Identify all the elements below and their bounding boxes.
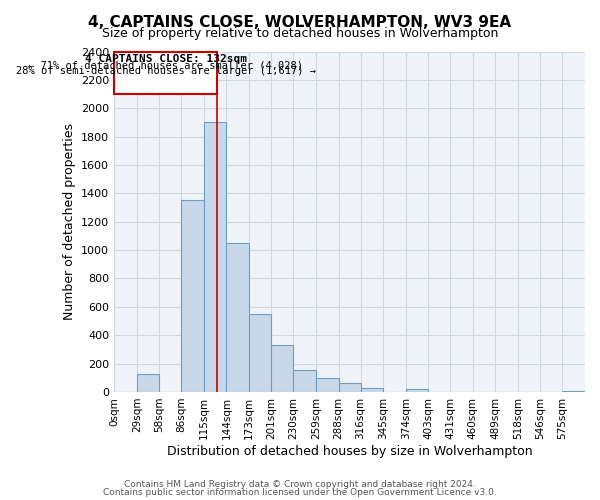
Text: 28% of semi-detached houses are larger (1,617) →: 28% of semi-detached houses are larger (… [16,66,316,76]
Bar [316,378,338,392]
Bar [226,243,249,392]
Bar [338,384,361,392]
X-axis label: Distribution of detached houses by size in Wolverhampton: Distribution of detached houses by size … [167,444,532,458]
Text: Contains HM Land Registry data © Crown copyright and database right 2024.: Contains HM Land Registry data © Crown c… [124,480,476,489]
Bar [271,345,293,392]
Bar [137,374,160,392]
Bar [361,388,383,392]
Bar [204,122,226,392]
Bar [181,200,204,392]
Bar [406,389,428,392]
Text: ← 71% of detached houses are smaller (4,028): ← 71% of detached houses are smaller (4,… [28,60,303,70]
FancyBboxPatch shape [114,52,217,94]
Text: 4, CAPTAINS CLOSE, WOLVERHAMPTON, WV3 9EA: 4, CAPTAINS CLOSE, WOLVERHAMPTON, WV3 9E… [88,15,512,30]
Bar [249,314,271,392]
Bar [562,390,585,392]
Text: Size of property relative to detached houses in Wolverhampton: Size of property relative to detached ho… [102,28,498,40]
Text: Contains public sector information licensed under the Open Government Licence v3: Contains public sector information licen… [103,488,497,497]
Bar [293,370,316,392]
Y-axis label: Number of detached properties: Number of detached properties [62,123,76,320]
Text: 4 CAPTAINS CLOSE: 132sqm: 4 CAPTAINS CLOSE: 132sqm [85,54,247,64]
